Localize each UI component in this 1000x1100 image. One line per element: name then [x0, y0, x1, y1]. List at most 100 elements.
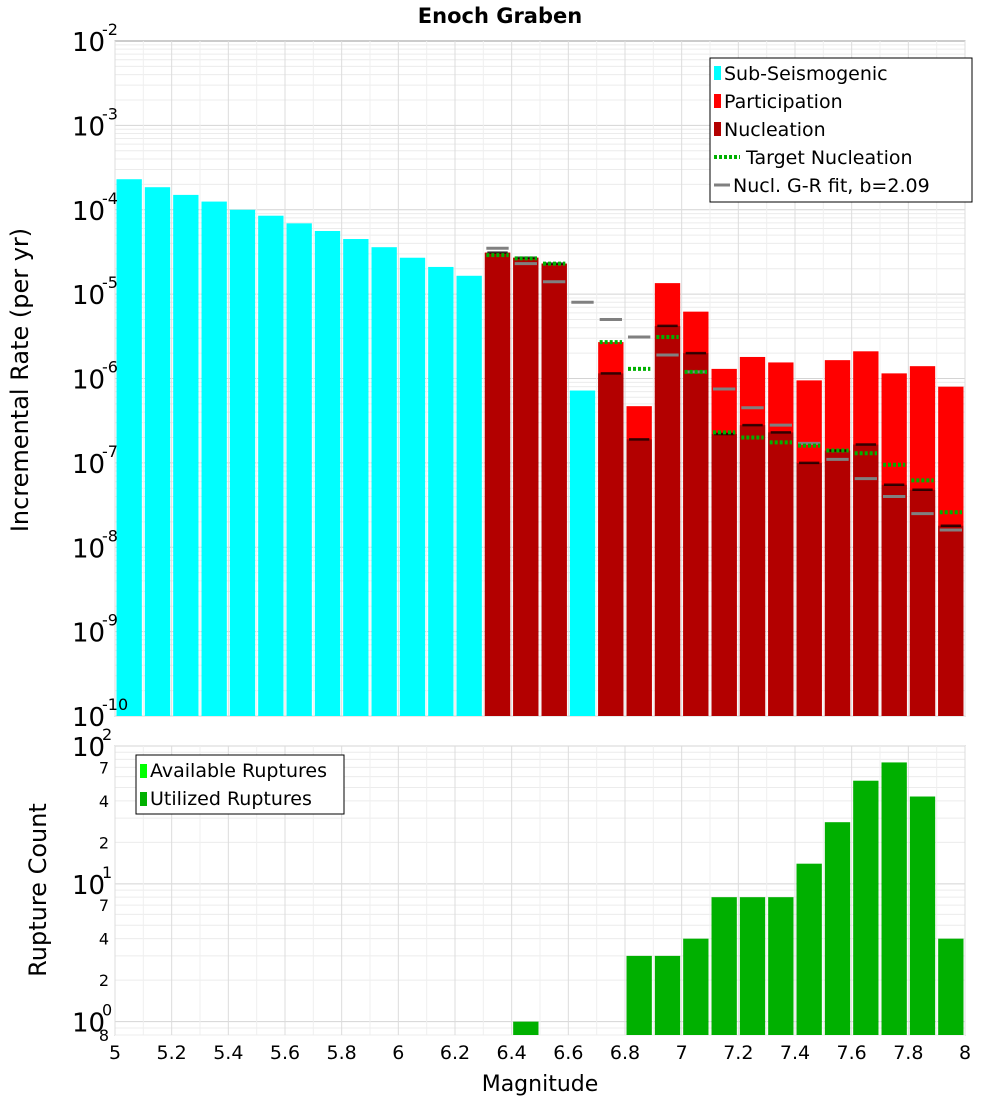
- utilized-ruptures-bar: [654, 955, 681, 1035]
- x-tick-label: 5.2: [157, 1042, 187, 1064]
- rate-nucleation-bar: [853, 444, 879, 716]
- rate-nucleation-bar: [711, 433, 737, 716]
- utilized-ruptures-bar: [909, 796, 936, 1035]
- count-y-minor-tick-label: 7: [99, 896, 109, 915]
- count-plot-x-ticks: 5 5.2 5.4 5.6 5.8 6 6.2 6.4 6.6 6.8 7 7.2 7.4 7.6 7.8 8: [109, 1042, 971, 1064]
- rate-nucleation-bar: [881, 484, 907, 716]
- rate-sub-seismogenic-bar: [201, 201, 227, 716]
- rate-nucleation-bar: [824, 450, 851, 716]
- rate-sub-seismogenic-bar: [116, 179, 142, 716]
- count-y-minor-tick-label: 4: [99, 930, 109, 949]
- count-y-minor-tick-label: 4: [99, 792, 109, 811]
- rate-y-tick-exponent: -4: [102, 189, 118, 208]
- x-tick-label: 5.4: [213, 1042, 243, 1064]
- rate-y-tick-label: 10: [72, 450, 105, 480]
- rate-nucleation-bar: [768, 432, 794, 716]
- rate-plot-lines: [486, 246, 962, 532]
- rate-sub-seismogenic-bar: [258, 215, 284, 717]
- utilized-ruptures-bar: [768, 897, 794, 1035]
- rate-y-tick-label: 10: [72, 534, 105, 564]
- rate-sub-seismogenic-bar: [286, 223, 312, 716]
- count-y-tick-exponent: 2: [102, 725, 112, 744]
- legend-label-participation: Participation: [724, 91, 843, 113]
- rate-legend-box: [709, 57, 973, 203]
- count-plot-grid: [114, 745, 966, 1036]
- rate-nucleation-bar: [541, 263, 567, 716]
- rate-sub-seismogenic-bar: [428, 266, 454, 716]
- legend-swatch-utilized-ruptures: [140, 792, 147, 806]
- count-plot-legend: Available Ruptures Utilized Ruptures: [135, 754, 345, 815]
- count-y-minor-tick-label: 7: [99, 758, 109, 777]
- utilized-ruptures-bar: [824, 822, 851, 1035]
- count-y-tick-exponent: 1: [102, 863, 112, 882]
- utilized-ruptures-bar: [683, 938, 709, 1035]
- legend-label-sub-seismogenic: Sub-Seismogenic: [724, 63, 888, 85]
- rate-nucleation-bar: [598, 373, 624, 716]
- utilized-ruptures-bar: [626, 955, 652, 1035]
- rate-sub-seismogenic-bar: [569, 390, 596, 716]
- rate-y-tick-exponent: -10: [102, 695, 128, 714]
- x-tick-label: 8: [959, 1042, 971, 1064]
- legend-swatch-sub-seismogenic: [714, 66, 721, 80]
- rate-sub-seismogenic-bar: [229, 209, 256, 716]
- rate-nucleation-bar: [796, 462, 822, 716]
- count-legend-box: [135, 754, 345, 815]
- x-tick-label: 5.6: [270, 1042, 300, 1064]
- legend-label-utilized-ruptures: Utilized Ruptures: [150, 788, 312, 810]
- rate-y-tick-label: 10: [72, 703, 105, 733]
- rate-y-tick-exponent: -5: [102, 273, 118, 292]
- rate-y-tick-label: 10: [72, 281, 105, 311]
- rate-sub-seismogenic-bar: [314, 230, 341, 716]
- count-y-minor-tick-label: 2: [99, 833, 109, 852]
- x-tick-label: 5.8: [327, 1042, 357, 1064]
- rate-plot-bars: [116, 179, 964, 717]
- legend-swatch-nucleation: [714, 122, 721, 136]
- x-tick-label: 6.4: [497, 1042, 527, 1064]
- rate-nucleation-bar: [513, 257, 539, 716]
- utilized-ruptures-bar: [938, 938, 964, 1035]
- rate-y-tick-exponent: -6: [102, 358, 118, 377]
- rate-nucleation-bar: [626, 439, 652, 716]
- legend-swatch-participation: [714, 94, 721, 108]
- utilized-ruptures-bar: [513, 1021, 539, 1035]
- legend-label-available-ruptures: Available Ruptures: [150, 760, 327, 782]
- count-y-tick-label: 10: [72, 733, 105, 763]
- rate-y-tick-label: 10: [72, 619, 105, 649]
- rate-y-tick-label: 10: [72, 112, 105, 142]
- count-plot-x-label: Magnitude: [482, 1072, 599, 1097]
- rate-y-tick-exponent: -2: [102, 20, 118, 39]
- x-tick-label: 6.6: [553, 1042, 583, 1064]
- rate-sub-seismogenic-bar: [371, 247, 397, 716]
- rate-nucleation-bar: [683, 353, 709, 716]
- rate-y-tick-exponent: -7: [102, 442, 118, 461]
- rate-y-tick-label: 10: [72, 366, 105, 396]
- x-tick-label: 5: [109, 1042, 121, 1064]
- legend-label-target-nucleation: Target Nucleation: [745, 147, 913, 169]
- count-y-tick-exponent: 0: [102, 1001, 112, 1020]
- x-tick-label: 7.8: [893, 1042, 923, 1064]
- rate-nucleation-bar: [938, 525, 964, 716]
- rate-nucleation-bar: [484, 252, 511, 716]
- x-tick-label: 6: [392, 1042, 404, 1064]
- x-tick-label: 7: [676, 1042, 688, 1064]
- x-tick-label: 6.8: [610, 1042, 640, 1064]
- count-y-minor-tick-label: 8: [99, 1026, 109, 1045]
- rate-plot-y-label: Incremental Rate (per yr): [6, 228, 34, 532]
- rate-plot-y-ticks: 10-210-310-410-510-610-710-810-910-10: [72, 20, 128, 733]
- utilized-ruptures-bar: [881, 762, 907, 1035]
- x-tick-label: 7.4: [780, 1042, 810, 1064]
- rate-nucleation-bar: [909, 489, 936, 716]
- utilized-ruptures-bar: [796, 863, 822, 1035]
- count-plot-y-label: Rupture Count: [24, 803, 52, 977]
- count-plot-bars: [513, 762, 964, 1035]
- x-tick-label: 7.6: [837, 1042, 867, 1064]
- rate-sub-seismogenic-bar: [343, 239, 369, 716]
- legend-label-nucleation: Nucleation: [724, 119, 826, 141]
- rate-y-tick-label: 10: [72, 28, 105, 58]
- utilized-ruptures-bar: [853, 780, 879, 1035]
- utilized-ruptures-bar: [739, 897, 766, 1035]
- legend-label-gr-fit: Nucl. G-R fit, b=2.09: [733, 175, 930, 197]
- rate-y-tick-exponent: -3: [102, 104, 118, 123]
